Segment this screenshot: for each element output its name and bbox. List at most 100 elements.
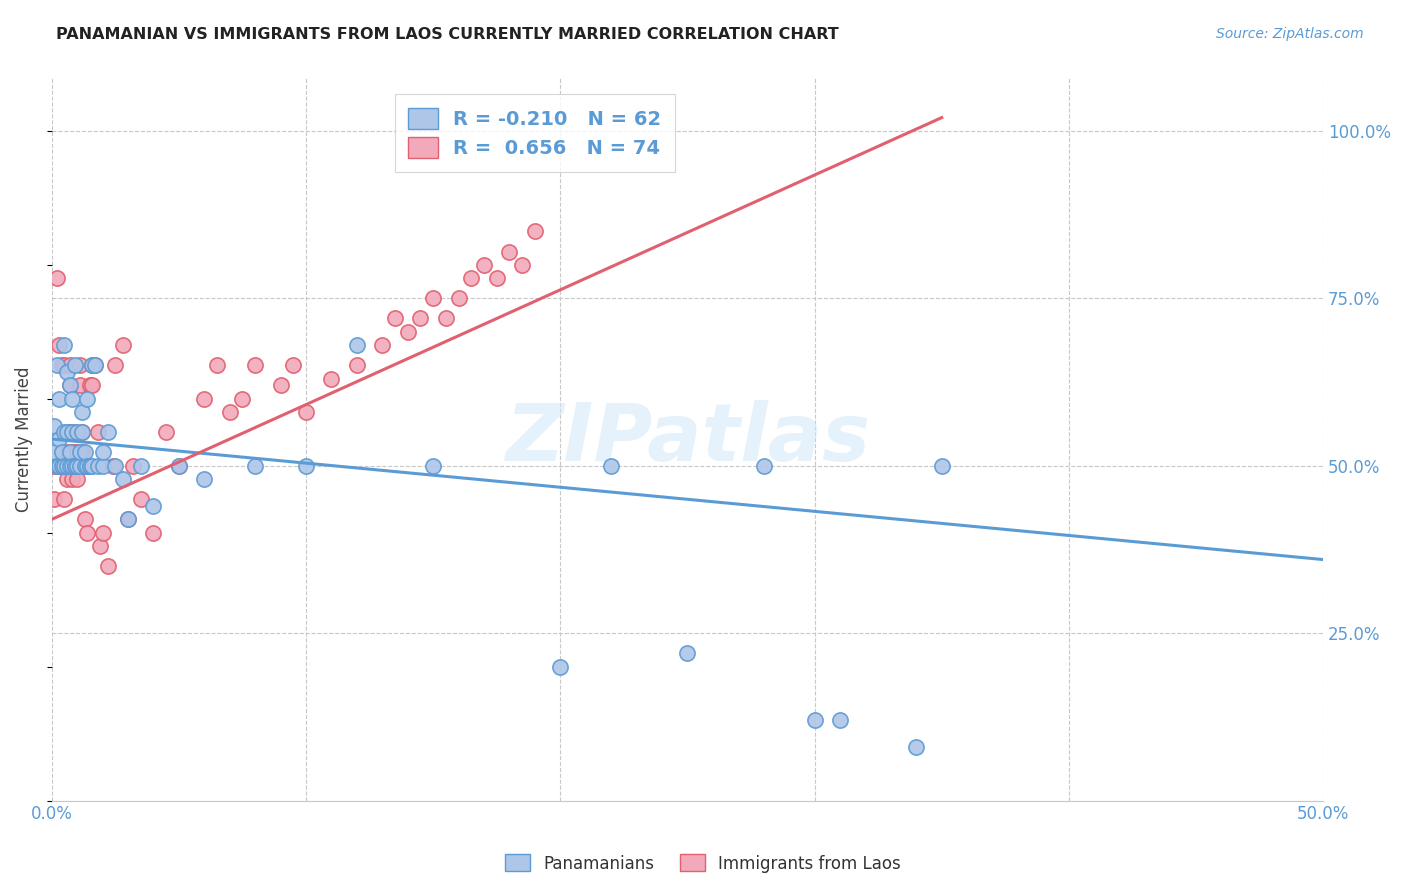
Point [66, 445, 89, 459]
Point [73, 458, 96, 473]
Point [117, 512, 139, 526]
Point [45, 271, 67, 285]
Point [396, 325, 419, 339]
Legend: R = -0.210   N = 62, R =  0.656   N = 74: R = -0.210 N = 62, R = 0.656 N = 74 [395, 95, 675, 172]
Point [205, 359, 228, 373]
Point [44, 418, 66, 433]
Point [550, 659, 572, 673]
Point [76, 392, 98, 406]
Point [63, 458, 86, 473]
Point [53, 458, 76, 473]
Point [73, 512, 96, 526]
Point [86, 458, 108, 473]
Point [295, 458, 318, 473]
Legend: Panamanians, Immigrants from Laos: Panamanians, Immigrants from Laos [499, 847, 907, 880]
Point [45, 458, 67, 473]
Point [167, 458, 190, 473]
Point [97, 559, 120, 574]
Point [167, 458, 190, 473]
Point [72, 405, 94, 419]
Point [82, 359, 104, 373]
Point [82, 359, 104, 373]
Point [51, 458, 73, 473]
Point [270, 378, 292, 392]
Point [142, 525, 165, 540]
Point [218, 405, 240, 419]
Point [510, 258, 533, 272]
Point [60, 458, 83, 473]
Point [101, 458, 124, 473]
Point [142, 499, 165, 513]
Point [91, 458, 114, 473]
Point [53, 492, 76, 507]
Point [79, 378, 101, 392]
Point [321, 372, 343, 386]
Point [56, 458, 79, 473]
Point [60, 445, 83, 459]
Text: Source: ZipAtlas.com: Source: ZipAtlas.com [1216, 27, 1364, 41]
Point [66, 472, 89, 486]
Point [72, 425, 94, 440]
Point [384, 311, 406, 326]
Point [295, 405, 318, 419]
Point [111, 338, 134, 352]
Point [117, 512, 139, 526]
Text: PANAMANIAN VS IMMIGRANTS FROM LAOS CURRENTLY MARRIED CORRELATION CHART: PANAMANIAN VS IMMIGRANTS FROM LAOS CURRE… [56, 27, 839, 42]
Point [193, 392, 215, 406]
Point [676, 646, 699, 660]
Point [86, 425, 108, 440]
Point [44, 492, 66, 507]
Point [76, 458, 98, 473]
Point [129, 458, 152, 473]
Point [72, 445, 94, 459]
Point [53, 359, 76, 373]
Point [82, 378, 104, 392]
Point [905, 740, 928, 755]
Point [129, 492, 152, 507]
Point [51, 445, 73, 459]
Point [91, 525, 114, 540]
Point [422, 292, 444, 306]
Point [523, 224, 546, 238]
Point [79, 458, 101, 473]
Point [56, 425, 79, 440]
Point [45, 458, 67, 473]
Point [63, 445, 86, 459]
Point [53, 458, 76, 473]
Point [73, 445, 96, 459]
Point [66, 458, 89, 473]
Point [45, 359, 67, 373]
Point [69, 458, 91, 473]
Point [53, 338, 76, 352]
Point [58, 359, 80, 373]
Point [63, 359, 86, 373]
Point [60, 472, 83, 486]
Point [76, 458, 98, 473]
Point [69, 378, 91, 392]
Point [79, 458, 101, 473]
Point [231, 392, 253, 406]
Point [69, 359, 91, 373]
Text: ZIPatlas: ZIPatlas [505, 400, 870, 478]
Point [44, 458, 66, 473]
Point [931, 458, 953, 473]
Point [48, 392, 70, 406]
Point [58, 445, 80, 459]
Point [434, 311, 457, 326]
Point [76, 525, 98, 540]
Point [56, 445, 79, 459]
Point [63, 425, 86, 440]
Point [498, 244, 520, 259]
Y-axis label: Currently Married: Currently Married [15, 367, 32, 512]
Point [48, 458, 70, 473]
Point [58, 378, 80, 392]
Point [48, 458, 70, 473]
Point [60, 392, 83, 406]
Point [58, 458, 80, 473]
Point [69, 445, 91, 459]
Point [600, 458, 623, 473]
Point [828, 713, 851, 727]
Point [73, 458, 96, 473]
Point [243, 359, 266, 373]
Point [63, 458, 86, 473]
